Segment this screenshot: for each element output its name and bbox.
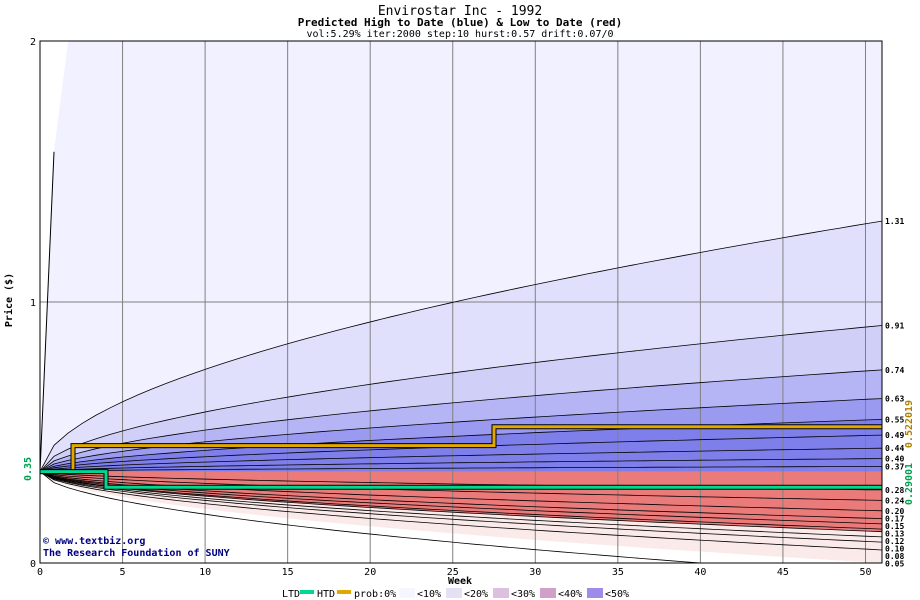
- x-tick-label-4: 20: [364, 567, 376, 578]
- right-value-label-11: 0.20: [885, 507, 904, 516]
- legend: LTD HTD prob:0% <10% <20% <30% <40% <50%: [282, 588, 629, 600]
- x-tick-label-8: 40: [694, 567, 706, 578]
- right-value-label-15: 0.12: [885, 537, 904, 546]
- low-line-min: [39, 471, 700, 564]
- x-tick-label-6: 30: [529, 567, 541, 578]
- legend-ltd-swatch: [300, 590, 314, 594]
- low-line-6: [39, 471, 883, 533]
- low-line-7: [39, 471, 883, 538]
- high-line-8: [39, 458, 883, 472]
- watermark-org: The Research Foundation of SUNY: [43, 547, 230, 559]
- right-value-label-16: 0.10: [885, 545, 904, 554]
- legend-ltd-label: LTD: [282, 589, 300, 600]
- chart-params: vol:5.29% iter:2000 step:10 hurst:0.57 d…: [306, 29, 613, 40]
- x-axis-label: Week: [448, 576, 472, 587]
- legend-item-20: <20%: [464, 589, 488, 600]
- y-tick-label-2: 2: [30, 37, 36, 48]
- htd-end-label: 0.522019: [904, 400, 915, 448]
- right-value-label-4: 0.55: [885, 415, 904, 424]
- right-value-label-2: 0.74: [885, 366, 904, 375]
- x-tick-label-5: 25: [447, 567, 459, 578]
- right-value-label-12: 0.17: [885, 515, 904, 524]
- high-line-3: [39, 369, 883, 472]
- legend-prob-label: prob:0%: [354, 589, 396, 600]
- watermark-url: © www.textbiz.org: [43, 535, 145, 547]
- plot-area: 0 5 10 15 20 25 30 35 40 45 50 0 1 2 1.31 0.91 0.74 0.63 0…: [30, 37, 904, 578]
- y-tick-label-0: 0: [30, 559, 36, 570]
- x-tick-label-2: 10: [199, 567, 211, 578]
- x-tick-label-0: 0: [37, 567, 43, 578]
- legend-item-50: <50%: [605, 589, 629, 600]
- right-value-label-6: 0.44: [885, 444, 904, 453]
- right-value-label-8: 0.37: [885, 462, 904, 471]
- right-value-label-13: 0.15: [885, 522, 904, 531]
- high-line-2: [39, 325, 883, 472]
- x-tick-label-7: 35: [612, 567, 624, 578]
- right-value-label-14: 0.13: [885, 530, 904, 539]
- legend-htd-swatch: [337, 590, 351, 594]
- ltd-end-label: 0.29001: [904, 463, 915, 505]
- legend-swatch-30: [493, 588, 509, 598]
- right-value-label-3: 0.63: [885, 395, 904, 404]
- plot-frame: [39, 40, 883, 564]
- low-line-9: [39, 471, 883, 551]
- start-value-label: 0.35: [23, 457, 34, 481]
- right-value-label-18: 0.05: [885, 560, 904, 569]
- legend-swatch-50: [587, 588, 603, 598]
- x-tick-label-3: 15: [282, 567, 294, 578]
- low-line-5: [39, 471, 883, 530]
- low-line-8: [39, 471, 883, 543]
- right-value-label-1: 0.91: [885, 321, 904, 330]
- right-value-label-9: 0.28: [885, 486, 904, 495]
- right-value-label-5: 0.49: [885, 431, 904, 440]
- right-value-label-0: 1.31: [885, 217, 904, 226]
- ltd-line: [40, 470, 882, 489]
- legend-htd-label: HTD: [317, 589, 335, 600]
- legend-item-40: <40%: [558, 589, 582, 600]
- high-line-7: [39, 447, 883, 472]
- chart-title: Envirostar Inc - 1992: [378, 4, 542, 19]
- right-value-label-10: 0.24: [885, 496, 904, 505]
- low-line-1: [39, 471, 883, 501]
- right-value-label-7: 0.40: [885, 455, 904, 464]
- chart-subtitle: Predicted High to Date (blue) & Low to D…: [298, 16, 623, 29]
- x-tick-label-1: 5: [120, 567, 126, 578]
- legend-swatch-10: [399, 588, 415, 598]
- low-line-4: [39, 471, 883, 525]
- x-tick-label-9: 45: [777, 567, 789, 578]
- y-axis-label: Price ($): [3, 273, 15, 327]
- x-tick-label-10: 50: [859, 567, 871, 578]
- legend-item-10: <10%: [417, 589, 441, 600]
- legend-item-30: <30%: [511, 589, 535, 600]
- high-line-max: [39, 151, 55, 472]
- y-tick-label-1: 1: [30, 298, 36, 309]
- legend-swatch-20: [446, 588, 462, 598]
- high-line-9: [39, 466, 883, 472]
- right-value-label-17: 0.08: [885, 552, 904, 561]
- high-line-1: [39, 220, 883, 472]
- legend-swatch-40: [540, 588, 556, 598]
